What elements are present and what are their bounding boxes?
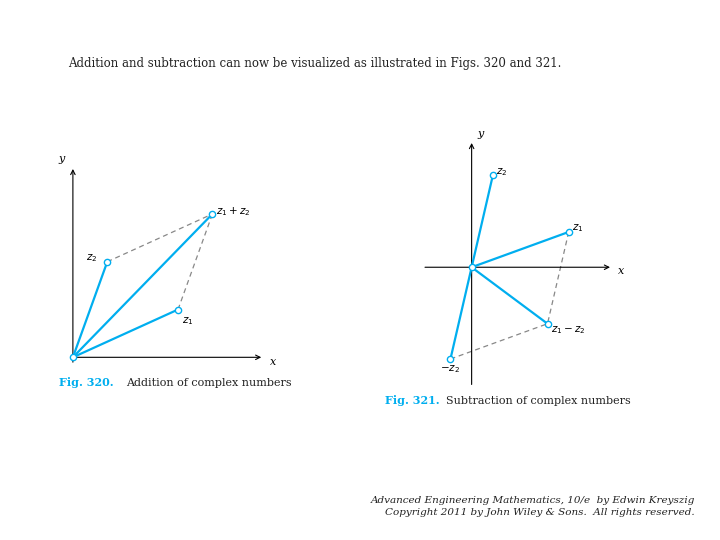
Text: x: x [618,266,624,276]
Text: Fig. 320.: Fig. 320. [59,377,114,388]
Text: y: y [58,154,65,164]
Text: y: y [477,129,483,139]
Text: $z_1$: $z_1$ [182,315,193,327]
Text: Addition of complex numbers: Addition of complex numbers [126,378,292,388]
Text: $z_2$: $z_2$ [496,166,508,178]
Text: Fig. 321.: Fig. 321. [385,395,440,406]
Text: Subtraction of complex numbers: Subtraction of complex numbers [446,396,631,406]
Text: $z_1 + z_2$: $z_1 + z_2$ [216,205,251,218]
Text: Advanced Engineering Mathematics, 10/e  by Edwin Kreyszig
Copyright 2011 by John: Advanced Engineering Mathematics, 10/e b… [370,496,695,517]
Text: $z_2$: $z_2$ [86,252,98,264]
Text: x: x [270,357,276,367]
Text: $z_1$: $z_1$ [572,222,584,234]
Text: $z_1 - z_2$: $z_1 - z_2$ [551,325,585,336]
Text: $-z_2$: $-z_2$ [440,363,460,375]
Text: Addition and subtraction can now be visualized as illustrated in Figs. 320 and 3: Addition and subtraction can now be visu… [68,57,562,70]
